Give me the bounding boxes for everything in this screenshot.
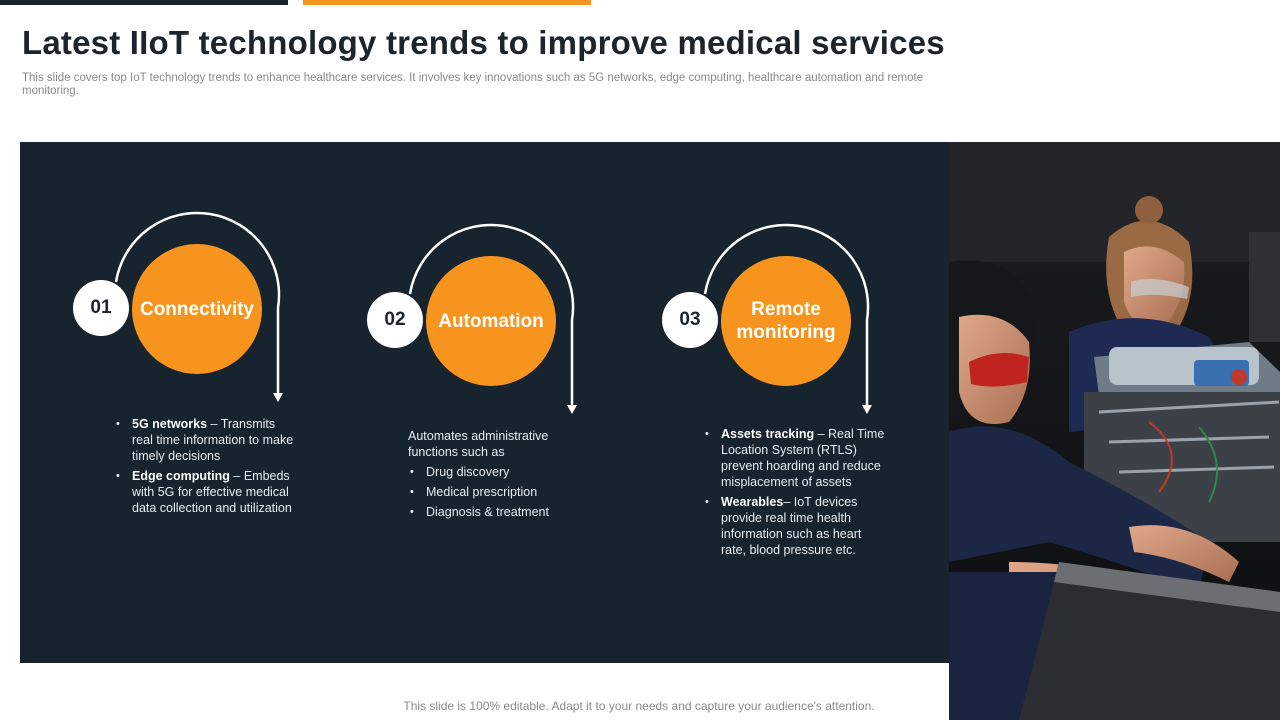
arc-arrow-icon bbox=[703, 223, 872, 414]
accent-bar-orange bbox=[303, 0, 591, 5]
trend-intro: Automates administrative functions such … bbox=[408, 429, 549, 459]
students-photo bbox=[949, 142, 1280, 720]
list-item: Drug discovery bbox=[408, 464, 588, 480]
students-working-on-electronics-photo-icon bbox=[949, 142, 1280, 720]
list-item: Medical prescription bbox=[408, 484, 588, 500]
trend-circle: Remote monitoring bbox=[721, 256, 851, 386]
trend-number-badge: 02 bbox=[367, 292, 423, 348]
list-item: 5G networks – Transmits real time inform… bbox=[114, 416, 294, 464]
trend-description: Automates administrative functions such … bbox=[408, 428, 588, 524]
list-item: Edge computing – Embeds with 5G for effe… bbox=[114, 468, 294, 516]
trend-number-badge: 03 bbox=[662, 292, 718, 348]
list-item: Diagnosis & treatment bbox=[408, 504, 588, 520]
trend-description: 5G networks – Transmits real time inform… bbox=[114, 416, 294, 520]
arc-arrow-icon bbox=[114, 211, 283, 402]
slide-subtitle: This slide covers top IoT technology tre… bbox=[22, 72, 924, 97]
slide-footer: This slide is 100% editable. Adapt it to… bbox=[403, 699, 875, 713]
accent-bar-dark bbox=[0, 0, 288, 5]
slide-title: Latest IIoT technology trends to improve… bbox=[22, 24, 945, 61]
trend-circle: Automation bbox=[426, 256, 556, 386]
trends-panel: Connectivity 01 5G networks – Transmits … bbox=[20, 142, 949, 663]
list-item: Wearables– IoT devices provide real time… bbox=[703, 494, 888, 558]
trend-circle: Connectivity bbox=[132, 244, 262, 374]
arc-arrow-icon bbox=[408, 223, 577, 414]
trend-description: Assets tracking – Real Time Location Sys… bbox=[703, 426, 888, 562]
list-item: Assets tracking – Real Time Location Sys… bbox=[703, 426, 888, 490]
trend-number-badge: 01 bbox=[73, 280, 129, 336]
